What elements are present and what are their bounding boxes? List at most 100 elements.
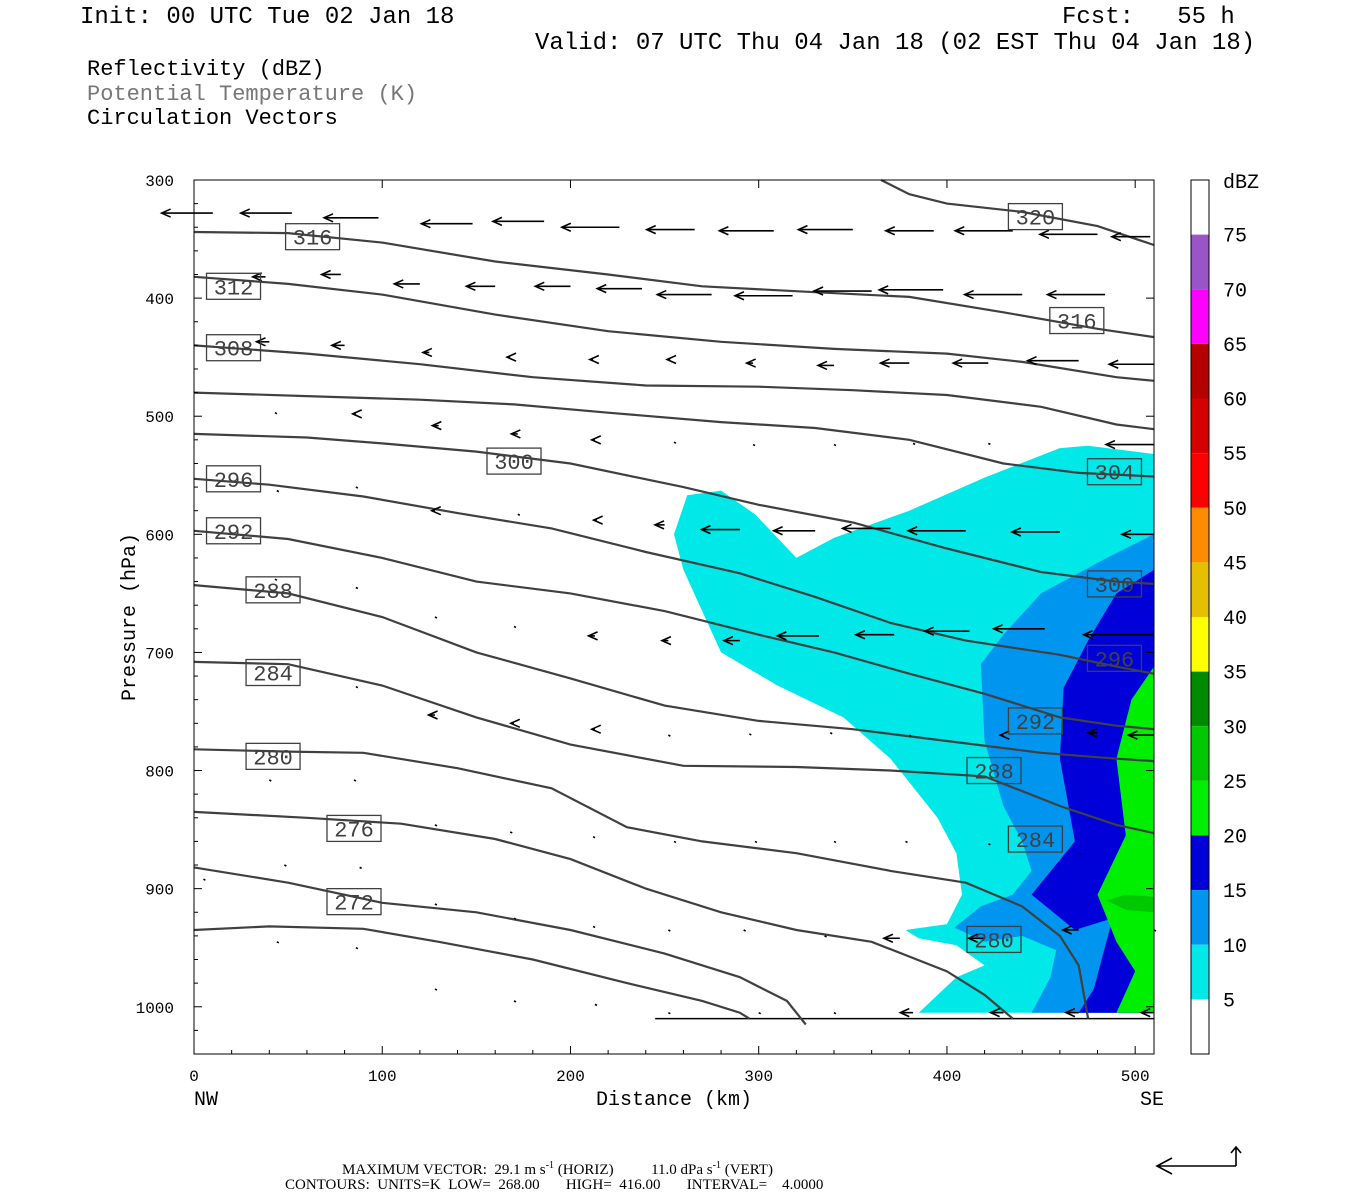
vector-91 (905, 840, 908, 844)
theta-label-300: 300 (1095, 574, 1135, 599)
vector-head (420, 347, 433, 358)
vector-49 (355, 486, 359, 489)
vector-38 (350, 409, 363, 419)
vector-71 (1081, 629, 1154, 640)
vector-68 (853, 629, 895, 640)
vector-head (250, 272, 263, 282)
contours-high: HIGH= 416.00 (565, 1177, 661, 1193)
x-tick-label-200: 200 (556, 1068, 585, 1086)
vector-73 (426, 710, 438, 720)
vector-head (419, 218, 431, 229)
theta-label-box (1086, 644, 1143, 672)
colorbar-level-10: 10 (1223, 936, 1247, 959)
vector-43 (752, 443, 756, 447)
vector-30 (665, 354, 677, 365)
theta-contour-292 (193, 584, 1155, 763)
vector-14 (319, 269, 341, 280)
plot-frame (193, 179, 1155, 1055)
vector-head (922, 626, 935, 636)
vector-head (878, 358, 890, 368)
theta-label-box (245, 742, 301, 771)
vector-40 (509, 429, 521, 439)
vector-98 (513, 917, 517, 920)
theta-label-box (1049, 306, 1105, 335)
y-tick-label-500: 500 (145, 409, 174, 427)
vector-41 (589, 435, 602, 445)
theta-labels: 3163123082962922882842802762723003203163… (205, 202, 1143, 954)
theta-contour-320 (193, 230, 1155, 339)
x-left-end-label: NW (194, 1089, 218, 1112)
vector-104 (966, 933, 985, 943)
vector-9 (883, 226, 934, 236)
colorbar-level-45: 45 (1223, 553, 1247, 576)
theta-label-276: 276 (334, 818, 374, 843)
vector-70 (991, 624, 1045, 634)
vector-111 (594, 1003, 598, 1007)
theta-label-box (284, 223, 341, 251)
vector-79 (908, 734, 912, 737)
axes: 300 400 500 600 700 800 900 1000 0 100 200 300 400 50… (136, 173, 1154, 1086)
contours-low: LOW= 268.00 (448, 1177, 540, 1193)
vector-82 (1126, 730, 1154, 740)
vector-62 (434, 616, 438, 619)
vector-94 (203, 878, 206, 881)
colorbar-segment (1191, 562, 1209, 617)
vector-head (853, 629, 866, 640)
y-tick-label-300: 300 (145, 173, 174, 191)
theta-contours (193, 179, 1155, 1026)
vector-head (962, 289, 974, 300)
circulation-vectors (159, 208, 1157, 1018)
y-tick-label-1000: 1000 (136, 1000, 174, 1018)
colorbar-level-70: 70 (1223, 280, 1247, 303)
vector-head (589, 435, 602, 445)
x-tick-label-300: 300 (744, 1068, 773, 1086)
theta-label-284: 284 (253, 663, 293, 688)
vector-108 (355, 946, 359, 950)
theta-label-272: 272 (334, 892, 374, 917)
vector-99 (592, 925, 596, 929)
colorbar-segment (1191, 507, 1209, 563)
vector-117 (1063, 1007, 1079, 1018)
max-vector-label: MAXIMUM VECTOR: (342, 1162, 487, 1178)
colorbar-level-25: 25 (1223, 772, 1247, 795)
max-vector-vert-unit: (VERT) (724, 1162, 773, 1178)
vector-1 (238, 208, 292, 218)
colorbar-segment (1191, 726, 1209, 781)
vector-head (238, 208, 251, 218)
colorbar-level-50: 50 (1223, 499, 1247, 522)
theta-label-box (966, 756, 1022, 785)
vector-head (744, 358, 756, 368)
vector-86 (509, 831, 513, 834)
colorbar-segment (1191, 890, 1209, 945)
vector-head (429, 505, 442, 516)
vector-head (998, 730, 1010, 740)
max-vector-horiz: 29.1 m s (494, 1162, 546, 1178)
vector-60 (274, 578, 278, 581)
vector-12 (1109, 231, 1151, 242)
vector-92 (987, 843, 991, 846)
vector-head (322, 213, 334, 223)
vector-head (717, 226, 729, 236)
theta-label-box (205, 517, 262, 545)
vector-head (559, 222, 572, 232)
theta-contour-300 (193, 477, 1155, 675)
vector-85 (434, 824, 438, 827)
vector-29 (587, 354, 600, 365)
vector-16 (464, 281, 496, 292)
theta-label-box (326, 814, 382, 843)
vector-48 (276, 489, 280, 493)
vector-46 (987, 442, 991, 446)
vector-21 (812, 286, 872, 296)
vector-112 (667, 1011, 671, 1015)
max-vector-vert-exp: -1 (712, 1160, 721, 1171)
theta-label-288: 288 (974, 761, 1014, 786)
vector-head (840, 523, 852, 534)
theta-label-box (326, 887, 382, 916)
vector-head (653, 520, 665, 530)
vector-head (812, 286, 824, 296)
theta-contour-316 (193, 275, 1155, 382)
theta-label-280: 280 (974, 929, 1014, 954)
max-vector-horiz-exp: -1 (545, 1160, 554, 1171)
colorbar-frame (1190, 179, 1210, 1055)
vector-96 (359, 866, 363, 870)
